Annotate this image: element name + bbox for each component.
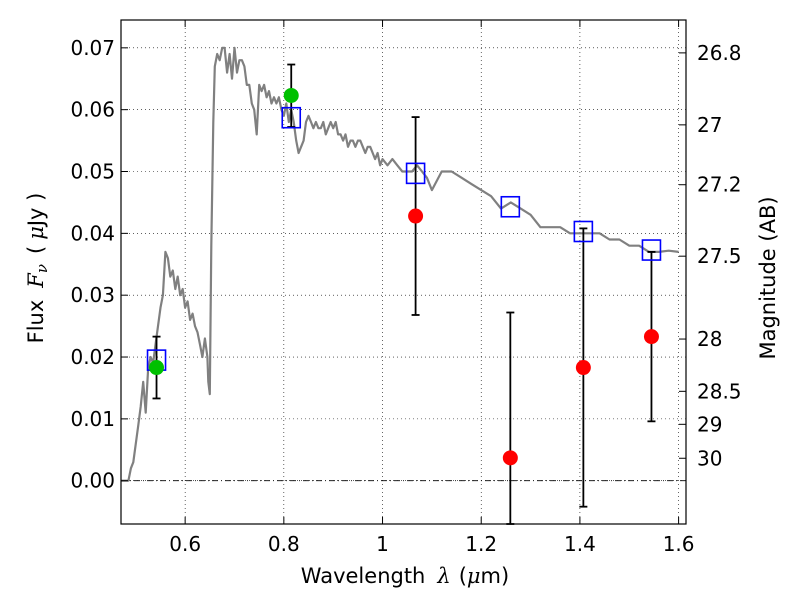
x-tick-label: 0.6 bbox=[169, 532, 201, 556]
x-tick-label: 1.4 bbox=[564, 532, 596, 556]
y2-axis-label: Magnitude (AB) bbox=[756, 196, 780, 359]
plot-frame bbox=[120, 19, 687, 525]
ticks bbox=[121, 20, 686, 524]
y-tick-label: 0.04 bbox=[70, 221, 115, 245]
red-point bbox=[408, 208, 424, 224]
y-tick-label: 0.06 bbox=[70, 98, 115, 122]
y2-tick-labels: 26.8 27 27.2 27.5 28 28.5 29 30 bbox=[697, 41, 742, 470]
grid bbox=[121, 20, 686, 524]
photometry-series bbox=[149, 87, 659, 466]
y-tick-labels: 0.00 0.01 0.02 0.03 0.04 0.05 0.06 0.07 bbox=[70, 36, 115, 493]
model-sed-line bbox=[121, 46, 679, 482]
y-tick-label: 0.05 bbox=[70, 160, 115, 184]
errorbar-series bbox=[152, 63, 656, 525]
red-point bbox=[643, 329, 659, 345]
x-tick-label: 1.2 bbox=[465, 532, 497, 556]
y-tick-label: 0.03 bbox=[70, 283, 115, 307]
green-point bbox=[149, 360, 165, 376]
y2-tick-label: 30 bbox=[697, 446, 722, 470]
model-sed-series bbox=[121, 46, 679, 482]
y2-tick-label: 28 bbox=[697, 327, 722, 351]
y2-tick-label: 27 bbox=[697, 113, 722, 137]
model-box bbox=[500, 195, 521, 218]
x-tick-label: 1.6 bbox=[663, 532, 695, 556]
x-tick-labels: 0.6 0.8 1 1.2 1.4 1.6 bbox=[169, 532, 694, 556]
model-box bbox=[405, 162, 426, 185]
y2-tick-label: 26.8 bbox=[697, 41, 742, 65]
x-tick-label: 1 bbox=[376, 532, 389, 556]
red-point bbox=[575, 360, 591, 376]
y2-tick-label: 28.5 bbox=[697, 379, 742, 403]
red-point bbox=[502, 450, 518, 466]
y-tick-label: 0.02 bbox=[70, 345, 115, 369]
y-tick-label: 0.01 bbox=[70, 407, 115, 431]
green-point bbox=[283, 87, 299, 103]
x-axis-label: Wavelength λ (μm) bbox=[301, 564, 509, 588]
model-box bbox=[641, 239, 662, 261]
y2-tick-label: 29 bbox=[697, 412, 722, 436]
y2-tick-label: 27.5 bbox=[697, 244, 742, 268]
x-tick-label: 0.8 bbox=[268, 532, 300, 556]
model-box bbox=[281, 106, 302, 129]
y-tick-label: 0.07 bbox=[70, 36, 115, 60]
model-box bbox=[573, 220, 594, 243]
y2-tick-label: 27.2 bbox=[697, 173, 742, 197]
y-tick-label: 0.00 bbox=[70, 469, 115, 493]
y-axis-label: FluxFν(μJy ) bbox=[24, 193, 51, 344]
